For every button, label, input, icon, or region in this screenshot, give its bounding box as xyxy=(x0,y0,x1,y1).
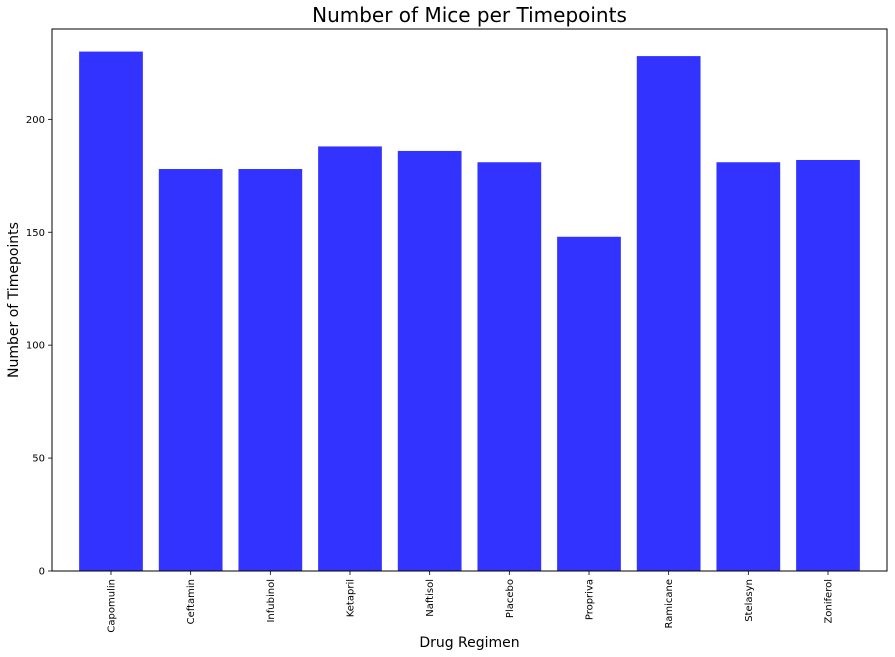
x-axis-label: Drug Regimen xyxy=(419,635,519,651)
x-tick-label: Zoniferol xyxy=(824,579,835,624)
bar-ramicane xyxy=(636,56,701,572)
plot-frame xyxy=(51,28,888,572)
bars-group xyxy=(79,51,860,572)
y-tick-label: 200 xyxy=(26,115,45,126)
y-tick-label: 50 xyxy=(32,454,45,465)
y-tick-label: 150 xyxy=(26,228,45,239)
x-axis-ticks: Capomulin Ceftamin Infubinol Ketapril Naftis… xyxy=(107,571,835,633)
x-tick-label: Propriva xyxy=(585,579,596,620)
chart-title: Number of Mice per Timepoints xyxy=(312,3,627,27)
x-tick-label: Naftisol xyxy=(425,579,436,617)
x-tick-label: Stelasyn xyxy=(744,579,755,622)
bar-ketapril xyxy=(318,146,382,571)
x-tick-label: Ceftamin xyxy=(186,579,197,624)
y-axis-ticks: 0 50 100 150 200 xyxy=(26,115,52,578)
bar-naftisol xyxy=(397,150,462,571)
y-tick-label: 0 xyxy=(39,567,45,578)
x-tick-label: Placebo xyxy=(505,579,516,618)
bar-infubinol xyxy=(238,169,303,571)
x-tick-label: Ketapril xyxy=(346,579,357,617)
bar-propriva xyxy=(557,236,621,571)
bar-placebo xyxy=(477,162,542,572)
x-tick-label: Ramicane xyxy=(664,579,675,629)
bar-stelasyn xyxy=(716,162,781,572)
x-tick-label: Infubinol xyxy=(266,579,277,623)
bar-ceftamin xyxy=(158,169,223,571)
y-axis-label: Number of Timepoints xyxy=(6,222,22,378)
bar-capomulin xyxy=(79,51,143,571)
x-tick-label: Capomulin xyxy=(107,579,118,633)
y-tick-label: 100 xyxy=(26,341,45,352)
bar-zoniferol xyxy=(796,159,860,572)
